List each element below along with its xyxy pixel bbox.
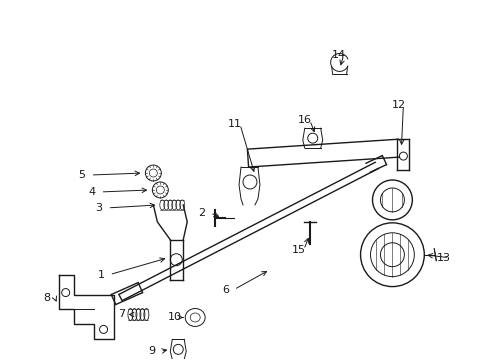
Text: 14: 14 [331,50,345,60]
Text: 8: 8 [42,293,50,302]
Text: 7: 7 [118,310,125,319]
Text: 13: 13 [436,253,450,263]
Text: 10: 10 [168,312,182,323]
Text: 11: 11 [227,119,242,129]
Text: 16: 16 [297,115,311,125]
Text: 5: 5 [79,170,85,180]
Text: 2: 2 [198,208,205,218]
Text: 6: 6 [222,284,228,294]
Text: 15: 15 [291,245,305,255]
Text: 4: 4 [88,187,96,197]
Text: 9: 9 [148,346,155,356]
Text: 1: 1 [98,270,104,280]
Text: 12: 12 [390,100,405,110]
Text: 3: 3 [95,203,102,213]
